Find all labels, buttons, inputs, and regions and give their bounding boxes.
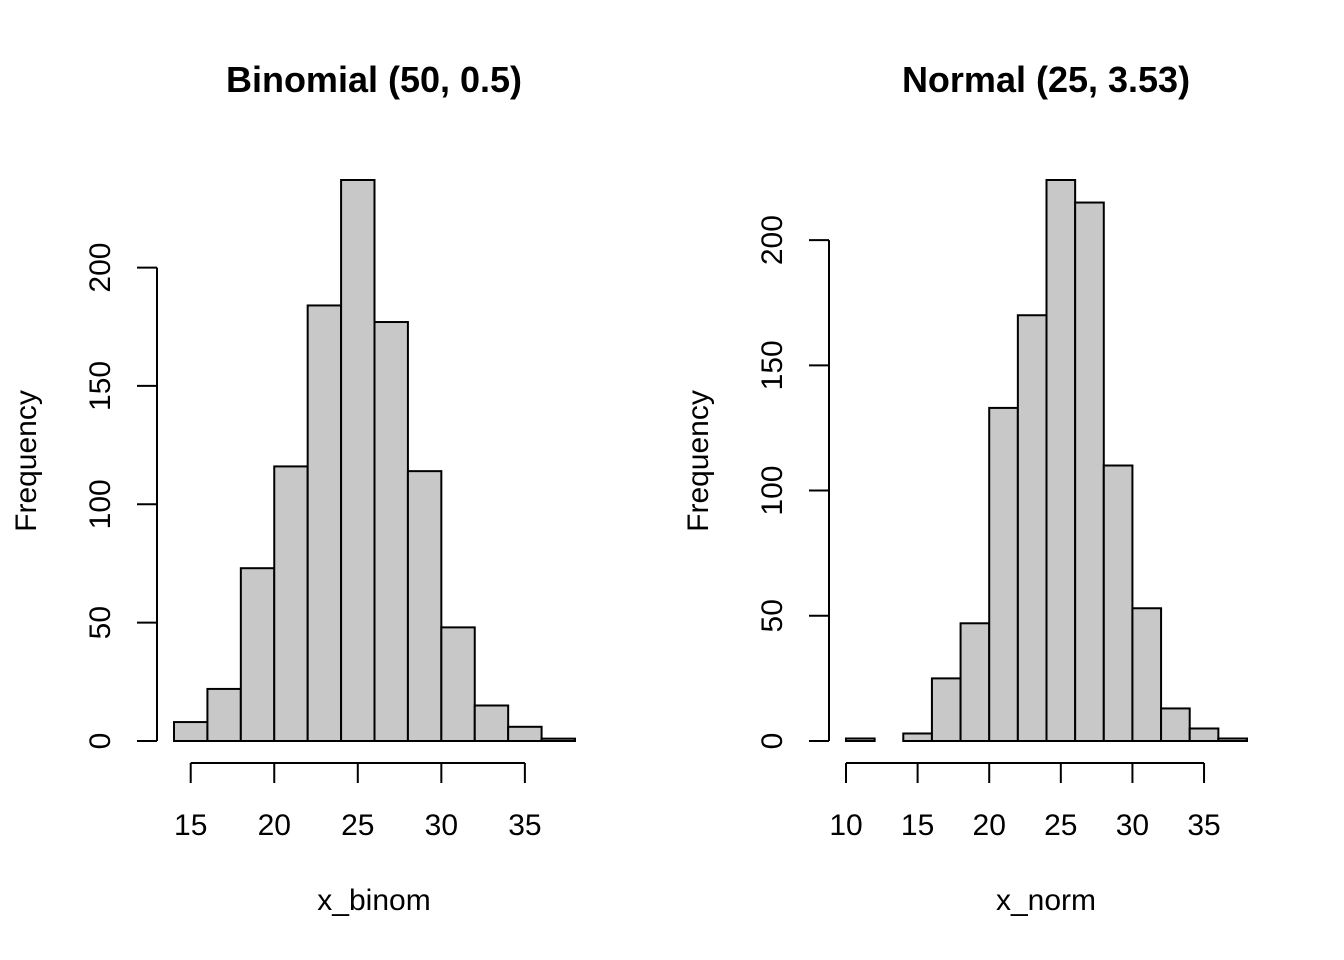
binom-bar-34-36: [507, 725, 543, 743]
binom-x-tick-label-25: 25: [341, 809, 374, 842]
norm-bar-24-26: [1045, 179, 1077, 742]
binom-bar-26-28: [373, 321, 409, 742]
binom-bar-32-34: [473, 704, 510, 742]
binomial-histogram-panel: Binomial (50, 0.5) 0 50 100 150 200 15 20 25 30 35…: [10, 59, 576, 917]
binom-y-tick-label-0: 0: [84, 733, 117, 750]
norm-y-axis-label: Frequency: [682, 390, 715, 532]
binom-bar-24-26: [340, 179, 376, 742]
binom-x-tick-label-35: 35: [508, 809, 541, 842]
norm-chart-title: Normal (25, 3.53): [902, 59, 1190, 100]
binom-y-tick-label-50: 50: [84, 606, 117, 639]
norm-y-tick-label-100: 100: [756, 466, 789, 516]
norm-y-tick-label-50: 50: [756, 599, 789, 632]
norm-bar-18-20: [959, 622, 991, 742]
binom-y-tick-label-100: 100: [84, 479, 117, 529]
norm-y-tick-label-0: 0: [756, 733, 789, 750]
norm-y-tick-label-150: 150: [756, 340, 789, 390]
norm-bar-36-38: [1217, 737, 1249, 743]
binom-y-tick-label-150: 150: [84, 361, 117, 411]
binom-bar-22-24: [306, 304, 343, 742]
binom-y-axis-label: Frequency: [10, 390, 43, 532]
norm-x-tick-label-20: 20: [973, 809, 1006, 842]
norm-x-tick-label-35: 35: [1187, 809, 1220, 842]
binom-bar-36-38: [540, 737, 576, 743]
norm-y-tick-label-200: 200: [756, 215, 789, 265]
binom-y-tick-label-200: 200: [84, 243, 117, 293]
binom-x-tick-label-30: 30: [425, 809, 458, 842]
norm-x-tick-label-10: 10: [829, 809, 862, 842]
norm-bar-26-28: [1074, 201, 1105, 743]
norm-bar-30-32: [1131, 607, 1163, 742]
norm-bar-16-18: [930, 677, 962, 742]
norm-x-tick-label-30: 30: [1116, 809, 1149, 842]
binom-bar-30-32: [440, 626, 476, 743]
binom-chart-title: Binomial (50, 0.5): [226, 59, 522, 100]
binom-bar-14-16: [173, 721, 209, 743]
norm-x-tick-label-15: 15: [901, 809, 934, 842]
norm-bar-34-36: [1188, 727, 1220, 742]
binom-x-tick-label-15: 15: [174, 809, 207, 842]
binom-bar-20-22: [273, 465, 309, 742]
norm-x-tick-label-25: 25: [1044, 809, 1077, 842]
binom-x-tick-label-20: 20: [258, 809, 291, 842]
norm-x-axis-label: x_norm: [996, 884, 1096, 917]
norm-bar-32-34: [1160, 707, 1191, 742]
norm-bar-20-22: [988, 406, 1019, 742]
binom-bar-18-20: [239, 567, 276, 742]
norm-bar-10-12: [845, 737, 876, 743]
binom-bar-28-30: [406, 470, 443, 742]
binom-bar-16-18: [206, 687, 242, 743]
norm-bar-14-16: [902, 732, 933, 743]
normal-histogram-panel: Normal (25, 3.53) 0 50 100 150 200 10 15 20 25 30 3…: [682, 59, 1249, 917]
binom-x-axis-label: x_binom: [317, 884, 430, 917]
norm-bar-28-30: [1102, 464, 1134, 742]
norm-bar-22-24: [1016, 314, 1048, 742]
